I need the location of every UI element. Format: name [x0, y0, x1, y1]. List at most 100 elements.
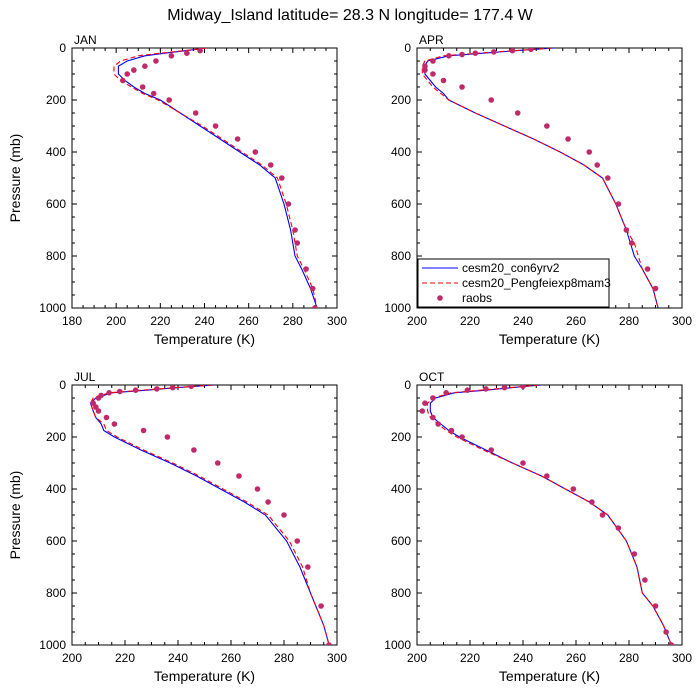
x-tick-label: 220	[115, 651, 135, 665]
plot-area	[89, 385, 332, 645]
panels: 180 200 220 240 260 280 300 0 200 400 600 800 1000 Te…	[7, 33, 692, 684]
raobs-point	[440, 77, 447, 84]
raobs-point	[644, 266, 651, 272]
y-tick-label: 0	[59, 41, 66, 55]
plot-area	[113, 48, 318, 308]
y-tick-label: 800	[46, 586, 66, 600]
raobs-point	[184, 50, 190, 56]
x-axis-label: Temperature (K)	[499, 668, 600, 684]
raobs-point	[294, 538, 301, 544]
x-tick-label: 200	[62, 651, 82, 665]
raobs-point	[95, 395, 102, 401]
raobs-point	[169, 385, 176, 391]
panel-label: JUL	[74, 370, 96, 384]
raobs-point	[312, 305, 318, 308]
x-tick-label: 300	[672, 651, 692, 665]
plot-area	[419, 385, 675, 645]
raobs-point	[589, 499, 595, 505]
y-tick-label: 1000	[39, 301, 66, 315]
y-tick-label: 800	[46, 249, 66, 263]
x-tick-label: 280	[274, 651, 294, 665]
y-tick-label: 600	[391, 534, 411, 548]
raobs-point	[544, 473, 550, 479]
raobs-point	[488, 447, 495, 453]
y-tick-label: 400	[46, 145, 66, 159]
raobs-point	[265, 499, 271, 505]
raobs-point	[95, 408, 102, 414]
raobs-point	[236, 473, 242, 479]
raobs-point	[164, 434, 171, 440]
raobs-point	[464, 387, 471, 394]
raobs-point	[131, 67, 137, 73]
raobs-point	[586, 149, 593, 155]
raobs-point	[483, 386, 489, 392]
raobs-point	[459, 434, 465, 440]
series-line-cesm20-con6yrv2	[89, 385, 330, 645]
raobs-point	[514, 110, 521, 116]
figure-title: Midway_Island latitude= 28.3 N longitude…	[167, 7, 533, 24]
series-line-cesm20-pengfeiexp8mam3	[427, 385, 672, 645]
raobs-point	[448, 427, 455, 434]
raobs-point	[254, 486, 261, 492]
x-tick-label: 280	[283, 314, 303, 328]
legend-swatch-raobs	[437, 295, 443, 301]
x-tick-label: 200	[407, 314, 427, 328]
x-tick-label: 300	[327, 651, 347, 665]
raobs-point	[652, 603, 659, 609]
raobs-point	[166, 97, 172, 103]
raobs-point	[628, 240, 635, 246]
raobs-point	[278, 175, 285, 181]
raobs-point	[132, 387, 139, 394]
plot-frame	[416, 384, 683, 646]
raobs-point	[252, 149, 259, 155]
plot-area	[421, 48, 659, 308]
raobs-point	[430, 395, 436, 401]
raobs-point	[422, 67, 428, 73]
raobs-point	[188, 385, 195, 390]
legend-label: cesm20_con6yrv2	[462, 261, 560, 275]
y-tick-label: 1000	[384, 638, 411, 652]
raobs-point	[422, 63, 428, 69]
raobs-point	[491, 49, 497, 55]
y-tick-label: 600	[391, 197, 411, 211]
x-tick-label: 220	[460, 314, 480, 328]
raobs-point	[472, 50, 479, 56]
raobs-point	[623, 227, 630, 233]
y-tick-label: 800	[391, 586, 411, 600]
raobs-point	[570, 486, 577, 492]
raobs-point	[565, 136, 571, 142]
x-axis-label: Temperature (K)	[154, 331, 255, 347]
y-tick-label: 1000	[39, 638, 66, 652]
raobs-point	[501, 385, 508, 391]
raobs-point	[599, 512, 606, 518]
y-tick-label: 600	[46, 534, 66, 548]
y-tick-label: 0	[404, 41, 411, 55]
y-tick-label: 400	[46, 482, 66, 496]
x-tick-label: 220	[460, 651, 480, 665]
x-axis-label: Temperature (K)	[499, 331, 600, 347]
raobs-point	[430, 414, 436, 421]
raobs-point	[488, 97, 495, 103]
x-tick-label: 240	[513, 314, 533, 328]
x-tick-label: 240	[194, 314, 214, 328]
panel-apr: 200 220 240 260 280 300 0 200 400 600 800 1000 Tempe…	[384, 33, 692, 347]
raobs-point	[520, 460, 526, 466]
x-tick-label: 200	[106, 314, 126, 328]
raobs-point	[459, 51, 465, 58]
raobs-point	[103, 414, 110, 421]
panel-label: APR	[419, 33, 444, 47]
raobs-point	[191, 447, 197, 453]
y-tick-label: 400	[391, 145, 411, 159]
raobs-point	[303, 266, 309, 272]
raobs-point	[430, 71, 436, 77]
raobs-point	[594, 162, 600, 168]
raobs-point	[446, 53, 452, 59]
panel-jan: 180 200 220 240 260 280 300 0 200 400 600 800 1000 Te…	[7, 33, 347, 347]
raobs-point	[520, 385, 526, 390]
plot-frame	[71, 47, 338, 309]
raobs-point	[124, 71, 131, 77]
y-tick-label: 0	[404, 378, 411, 392]
y-axis-label: Pressure (mb)	[7, 471, 23, 560]
raobs-point	[116, 388, 123, 395]
raobs-point	[106, 390, 112, 396]
